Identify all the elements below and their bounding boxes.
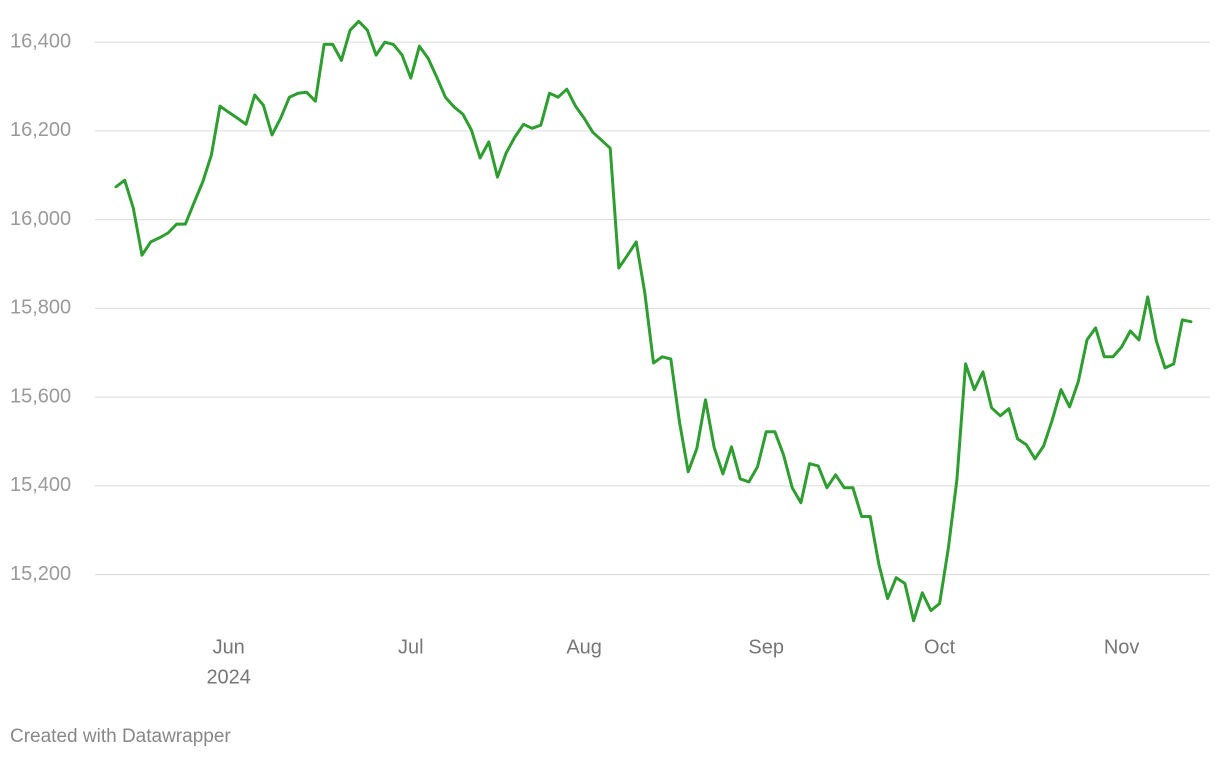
x-tick-label: Jun <box>213 636 245 658</box>
x-tick-label: Oct <box>924 636 956 658</box>
x-tick-label: Nov <box>1104 636 1140 658</box>
x-tick-label: Jul <box>398 636 424 658</box>
x-tick-label: Sep <box>748 636 784 658</box>
y-tick-label: 15,200 <box>10 563 71 585</box>
y-tick-label: 16,400 <box>10 30 71 52</box>
line <box>114 19 1193 623</box>
y-tick-label: 15,800 <box>10 297 71 319</box>
y-tick-label: 15,400 <box>10 474 71 496</box>
y-tick-label: 15,600 <box>10 385 71 407</box>
x-tick-label: Aug <box>566 636 602 658</box>
x-year-label: 2024 <box>206 666 251 688</box>
y-tick-label: 16,000 <box>10 208 71 230</box>
y-tick-label: 16,200 <box>10 119 71 141</box>
footer: Created with Datawrapper <box>10 726 231 747</box>
